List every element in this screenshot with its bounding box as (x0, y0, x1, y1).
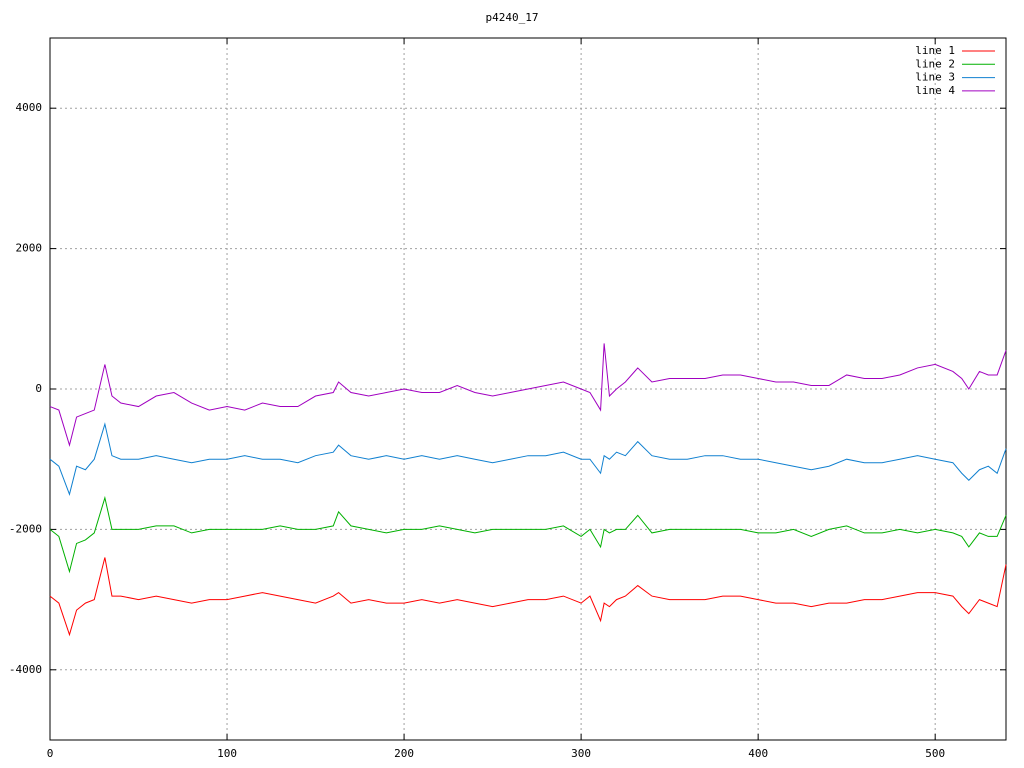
plot-border (49, 37, 1007, 741)
x-tick-label: 400 (748, 747, 768, 760)
legend-label: line 3 (915, 71, 955, 84)
legend-label: line 2 (915, 57, 955, 70)
x-tick-label: 100 (217, 747, 237, 760)
data-line (49, 422, 1007, 496)
chart-title: p4240_17 (486, 11, 539, 24)
legend-label: line 4 (915, 84, 955, 97)
data-line (49, 557, 1007, 637)
x-tick-label: 500 (925, 747, 945, 760)
x-tick-label: 300 (571, 747, 591, 760)
y-tick-label: -2000 (9, 522, 42, 535)
y-tick-label: -4000 (9, 663, 42, 676)
y-tick-label: 2000 (16, 242, 43, 255)
data-line (49, 343, 1007, 448)
x-tick-label: 0 (47, 747, 54, 760)
legend-label: line 1 (915, 44, 955, 57)
y-tick-label: 4000 (16, 101, 43, 114)
y-tick-label: 0 (35, 382, 42, 395)
x-tick-label: 200 (394, 747, 414, 760)
data-line (49, 495, 1007, 574)
